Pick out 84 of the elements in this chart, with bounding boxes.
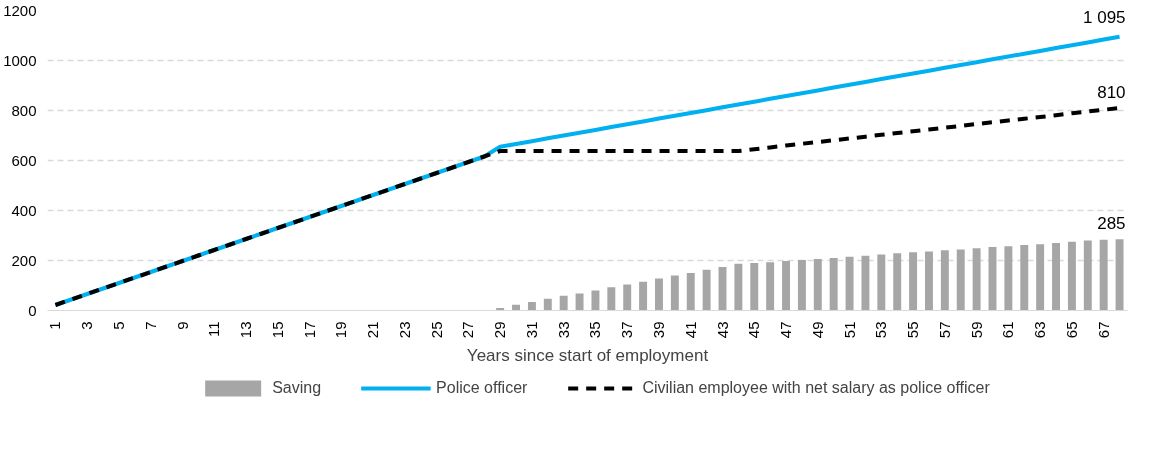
bar xyxy=(702,269,711,311)
x-tick-label: 47 xyxy=(777,321,795,339)
x-tick-label: 1 xyxy=(46,321,64,330)
bar xyxy=(893,253,902,311)
bar xyxy=(813,259,822,311)
x-tick-label: 13 xyxy=(237,321,255,339)
x-tick-label: 5 xyxy=(109,321,127,330)
bar xyxy=(734,263,743,311)
bar xyxy=(956,249,965,311)
x-tick-label: 31 xyxy=(522,321,540,339)
y-tick-label: 1000 xyxy=(3,51,37,69)
bar xyxy=(1099,239,1108,311)
y-tick-label: 1200 xyxy=(3,1,37,19)
x-tick-label: 43 xyxy=(713,321,731,339)
bar xyxy=(1004,246,1013,311)
bar xyxy=(766,262,775,311)
bar xyxy=(829,258,838,311)
x-tick-label: 63 xyxy=(1031,321,1049,339)
x-tick-label: 53 xyxy=(872,321,890,339)
bar xyxy=(1052,243,1060,311)
x-tick-label: 7 xyxy=(141,321,159,330)
bar xyxy=(543,298,552,311)
data-label: 285 xyxy=(1097,214,1126,234)
bar xyxy=(877,254,886,311)
bar xyxy=(607,287,616,311)
bar xyxy=(972,248,981,311)
x-tick-label: 3 xyxy=(78,321,96,330)
y-tick-label: 800 xyxy=(11,101,37,119)
x-tick-label: 9 xyxy=(173,321,191,330)
x-tick-label: 67 xyxy=(1094,321,1112,339)
bar xyxy=(940,250,949,311)
bar xyxy=(1115,239,1124,311)
bar xyxy=(527,302,536,311)
x-tick-label: 29 xyxy=(491,321,509,339)
x-tick-label: 41 xyxy=(681,321,699,339)
bar xyxy=(670,275,679,311)
bar xyxy=(686,273,695,311)
bar xyxy=(1067,241,1076,311)
x-tick-label: 49 xyxy=(808,321,826,339)
x-tick-label: 65 xyxy=(1062,321,1080,339)
bar xyxy=(639,281,648,311)
x-tick-label: 61 xyxy=(999,321,1017,339)
x-tick-label: 39 xyxy=(649,321,667,339)
x-tick-label: 15 xyxy=(268,321,286,339)
x-tick-label: 21 xyxy=(364,321,382,339)
bar xyxy=(559,295,568,311)
bar xyxy=(655,278,663,311)
y-tick-label: 0 xyxy=(28,301,37,319)
x-tick-label: 59 xyxy=(967,321,985,339)
bar xyxy=(845,256,854,311)
y-tick-label: 600 xyxy=(11,151,37,169)
bar xyxy=(797,260,806,311)
data-label: 1 095 xyxy=(1083,7,1126,27)
x-tick-label: 23 xyxy=(395,321,413,339)
legend-label: Saving xyxy=(272,379,322,397)
x-tick-label: 35 xyxy=(586,321,604,339)
bar xyxy=(925,251,933,311)
bar xyxy=(1020,245,1029,311)
x-tick-label: 57 xyxy=(935,321,953,339)
x-tick-label: 17 xyxy=(300,321,318,339)
x-tick-label: 27 xyxy=(459,321,477,339)
x-tick-label: 45 xyxy=(745,321,763,339)
x-tick-label: 19 xyxy=(332,321,350,339)
bar xyxy=(1083,240,1092,311)
legend-label: Civilian employee with net salary as police officer xyxy=(642,379,990,397)
bar xyxy=(591,290,600,311)
x-axis-title: Years since start of employment xyxy=(466,346,709,366)
bar xyxy=(909,252,918,311)
bar xyxy=(750,263,759,311)
x-tick-label: 33 xyxy=(554,321,572,339)
x-tick-label: 25 xyxy=(427,321,445,339)
bar xyxy=(575,293,584,311)
x-tick-label: 55 xyxy=(904,321,922,339)
y-tick-label: 200 xyxy=(11,251,37,269)
y-tick-label: 400 xyxy=(11,201,37,219)
x-tick-label: 37 xyxy=(618,321,636,339)
bar xyxy=(623,284,632,311)
x-tick-label: 51 xyxy=(840,321,858,339)
x-tick-label: 11 xyxy=(205,321,223,338)
bar xyxy=(861,255,870,311)
data-label: 810 xyxy=(1097,83,1126,102)
legend-label: Police officer xyxy=(436,379,528,397)
bar xyxy=(1036,244,1045,311)
bar xyxy=(782,261,790,311)
